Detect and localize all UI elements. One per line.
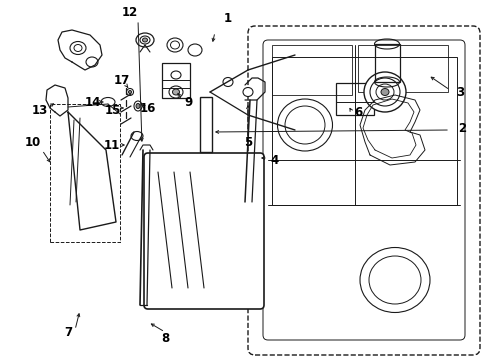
Ellipse shape [167, 38, 183, 52]
Ellipse shape [128, 90, 131, 94]
Ellipse shape [86, 57, 98, 67]
Text: 2: 2 [458, 122, 466, 135]
Ellipse shape [70, 41, 86, 54]
Text: 13: 13 [32, 104, 48, 117]
Ellipse shape [171, 41, 179, 49]
Ellipse shape [188, 44, 202, 56]
Text: 1: 1 [224, 12, 232, 24]
Text: 15: 15 [105, 104, 121, 117]
Text: 6: 6 [354, 105, 362, 118]
Ellipse shape [223, 77, 233, 86]
Bar [50, 104, 120, 242]
FancyBboxPatch shape [144, 153, 264, 309]
Text: 4: 4 [271, 153, 279, 166]
Text: 9: 9 [184, 95, 192, 108]
Ellipse shape [376, 84, 394, 100]
Ellipse shape [381, 89, 389, 95]
Bar [336, 83, 374, 115]
Ellipse shape [131, 131, 143, 140]
Ellipse shape [101, 98, 115, 107]
Text: 5: 5 [244, 135, 252, 149]
Bar [162, 63, 190, 98]
Text: 8: 8 [161, 332, 169, 345]
Text: 11: 11 [104, 139, 120, 152]
Ellipse shape [136, 33, 154, 47]
Ellipse shape [74, 45, 82, 51]
Ellipse shape [136, 104, 140, 108]
Text: 14: 14 [85, 95, 101, 108]
Ellipse shape [171, 71, 181, 79]
Ellipse shape [169, 86, 183, 98]
Ellipse shape [172, 89, 179, 95]
Ellipse shape [134, 101, 142, 111]
Text: 3: 3 [456, 86, 464, 99]
Ellipse shape [126, 89, 133, 95]
Bar [358, 45, 448, 92]
Text: 12: 12 [122, 5, 138, 18]
Text: 10: 10 [25, 135, 41, 149]
Ellipse shape [143, 38, 147, 42]
Ellipse shape [364, 72, 406, 112]
Bar [272, 45, 352, 95]
Ellipse shape [140, 36, 150, 44]
Ellipse shape [243, 87, 253, 96]
Bar [200, 97, 212, 152]
Bar [272, 57, 457, 205]
Text: 17: 17 [114, 73, 130, 86]
Text: 16: 16 [140, 102, 156, 114]
Bar [375, 44, 400, 82]
Text: 7: 7 [64, 325, 72, 338]
Ellipse shape [370, 78, 400, 106]
FancyBboxPatch shape [248, 26, 480, 355]
